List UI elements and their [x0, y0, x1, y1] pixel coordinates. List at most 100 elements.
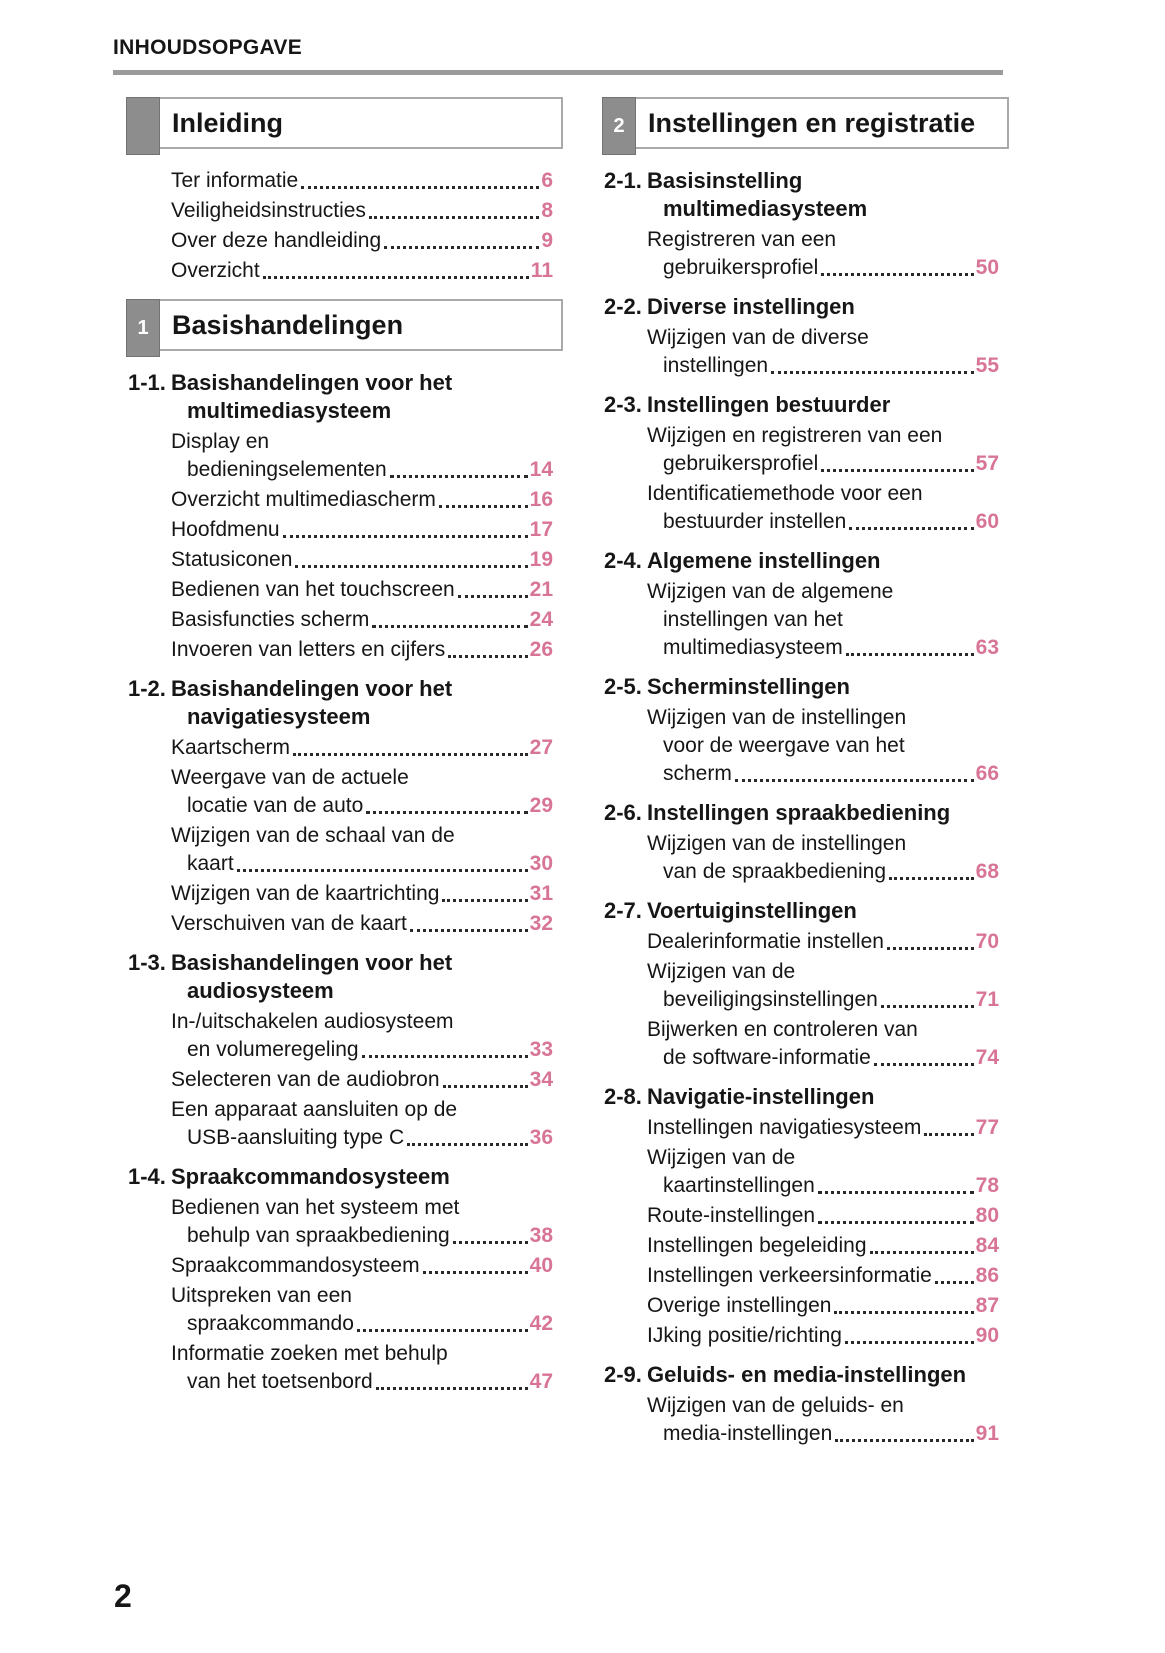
toc-entry-line: Bedienen van het systeem met — [171, 1196, 460, 1219]
toc-section: 2-8. Navigatie-instellingen Instellingen n… — [589, 1083, 1009, 1350]
toc-entry-line: kaart 30 — [171, 850, 553, 878]
toc-entry-line: Wijzigen van de diverse — [647, 326, 869, 349]
toc-entry: Wijzigen van de schaal van de kaart 30 — [113, 822, 563, 878]
toc-entry-page: 6 — [541, 169, 553, 192]
toc-entry-page: 8 — [541, 199, 553, 222]
toc-columns: Inleiding Ter informatie 6 Veiligheidsinstr… — [0, 83, 1165, 1450]
toc-entry-text: Spraakcommandosysteem — [171, 1254, 420, 1277]
dot-leader — [375, 1387, 528, 1390]
section-heading: 2-3. Instellingen bestuurder — [589, 391, 1009, 419]
toc-entry: IJking positie/richting 90 — [589, 1322, 1009, 1350]
toc-entry-line: Wijzigen van de instellingen — [647, 706, 907, 729]
section-heading: 1-3. Basishandelingen voor het audiosystee… — [113, 949, 563, 1005]
toc-entry-line: Bedienen van het touchscreen 21 — [171, 576, 553, 604]
dot-leader — [262, 276, 529, 279]
toc-entry: Instellingen begeleiding 84 — [589, 1232, 1009, 1260]
toc-entry: Hoofdmenu 17 — [113, 516, 563, 544]
toc-entry-page: 31 — [529, 882, 553, 905]
toc-entry-line: Uitspreken van een — [171, 1284, 352, 1307]
toc-entry-text: Basisfuncties scherm — [171, 608, 370, 631]
section-heading: 2-5. Scherminstellingen — [589, 673, 1009, 701]
section-number: 2-9. — [604, 1362, 642, 1387]
toc-entry-line: Invoeren van letters en cijfers 26 — [171, 636, 553, 664]
toc-entry-line: Registreren van een — [647, 228, 837, 251]
dot-leader — [236, 869, 528, 872]
toc-entry-page: 33 — [529, 1038, 553, 1061]
toc-entry-line: Spraakcommandosysteem 40 — [171, 1252, 553, 1280]
toc-entry-line: instellingen 55 — [647, 352, 999, 380]
chapter-heading-box: 2 Instellingen en registratie — [602, 97, 1009, 155]
toc-entry-text: Instellingen begeleiding — [647, 1234, 867, 1257]
toc-entry-page: 50 — [975, 256, 999, 279]
dot-leader — [438, 505, 528, 508]
toc-entry-page: 26 — [529, 638, 553, 661]
chapter-number-tab — [126, 97, 160, 155]
toc-entry-line: Bijwerken en controleren van — [647, 1018, 918, 1041]
dot-leader — [817, 1191, 974, 1194]
toc-entry-text: media-instellingen — [663, 1422, 833, 1445]
toc-entry-line: spraakcommando 42 — [171, 1310, 553, 1338]
toc-entry-text: Selecteren van de audiobron — [171, 1068, 440, 1091]
toc-entry: Een apparaat aansluiten op de USB-aanslui… — [113, 1096, 563, 1152]
section-number: 2-8. — [604, 1084, 642, 1109]
toc-entry-page: 74 — [975, 1046, 999, 1069]
toc-entry: Wijzigen van de instellingen voor de weer… — [589, 704, 1009, 788]
section-heading: 2-8. Navigatie-instellingen — [589, 1083, 1009, 1111]
dot-leader — [368, 216, 540, 219]
toc-entry-line: Instellingen begeleiding 84 — [647, 1232, 999, 1260]
toc-entry-page: 78 — [975, 1174, 999, 1197]
toc-entry: Identificatiemethode voor een bestuurder … — [589, 480, 1009, 536]
dot-leader — [869, 1251, 974, 1254]
section-title: Voertuiginstellingen — [647, 898, 857, 923]
chapter-number-tab: 1 — [126, 299, 160, 357]
toc-entry-text: Statusiconen — [171, 548, 293, 571]
toc-section: 2-2. Diverse instellingen Wijzigen van de … — [589, 293, 1009, 380]
toc-entry-line: Wijzigen van de kaartrichting 31 — [171, 880, 553, 908]
toc-entry-text: locatie van de auto — [187, 794, 364, 817]
toc-entry: Statusiconen 19 — [113, 546, 563, 574]
toc-entry-line: voor de weergave van het — [663, 734, 905, 757]
toc-entry: Wijzigen van de kaartinstellingen 78 — [589, 1144, 1009, 1200]
toc-entry-line: gebruikersprofiel 57 — [647, 450, 999, 478]
toc-entry-line: Wijzigen en registreren van een — [647, 424, 943, 447]
dot-leader — [295, 565, 528, 568]
toc-entry-page: 66 — [975, 762, 999, 785]
dot-leader — [384, 246, 540, 249]
toc-entry: Display en bedieningselementen 14 — [113, 428, 563, 484]
toc-entry-page: 60 — [975, 510, 999, 533]
toc-entry: Wijzigen van de geluids- en media-instell… — [589, 1392, 1009, 1448]
section-heading: 1-4. Spraakcommandosysteem — [113, 1163, 563, 1191]
toc-entry-text: Hoofdmenu — [171, 518, 280, 541]
dot-leader — [934, 1281, 974, 1284]
toc-entry-text: scherm — [663, 762, 732, 785]
toc-entry-page: 38 — [529, 1224, 553, 1247]
section-number: 2-5. — [604, 674, 642, 699]
toc-entry-line: van de spraakbediening 68 — [647, 858, 999, 886]
toc-entry-text: Dealerinformatie instellen — [647, 930, 884, 953]
toc-entry-line: scherm 66 — [647, 760, 999, 788]
toc-entry: Dealerinformatie instellen 70 — [589, 928, 1009, 956]
section-title: Instellingen spraakbediening — [647, 800, 951, 825]
toc-entry-text: Overige instellingen — [647, 1294, 832, 1317]
page-number: 2 — [114, 1578, 132, 1614]
toc-entry-page: 40 — [529, 1254, 553, 1277]
toc-entry-text: van de spraakbediening — [663, 860, 887, 883]
toc-entry-line: multimediasysteem 63 — [647, 634, 999, 662]
chapter-number-tab: 2 — [602, 97, 636, 155]
section-number: 1-2. — [128, 676, 166, 701]
toc-entry-line: Wijzigen van de instellingen — [647, 832, 907, 855]
toc-entry: Bijwerken en controleren van de software-… — [589, 1016, 1009, 1072]
toc-section: 2-9. Geluids- en media-instellingen Wijzig… — [589, 1361, 1009, 1448]
dot-leader — [821, 273, 974, 276]
toc-section: Ter informatie 6 Veiligheidsinstructies 8 Ov… — [113, 167, 563, 285]
dot-leader — [409, 929, 528, 932]
section-title: Basishandelingen voor het — [171, 370, 453, 395]
toc-entry-line: Een apparaat aansluiten op de — [171, 1098, 458, 1121]
toc-entry-page: 30 — [529, 852, 553, 875]
toc-column-right: 2 Instellingen en registratie 2-1. Basisins… — [589, 83, 1009, 1450]
toc-entry-line: Instellingen navigatiesysteem 77 — [647, 1114, 999, 1142]
toc-entry-page: 27 — [529, 736, 553, 759]
dot-leader — [356, 1329, 528, 1332]
section-heading-line: navigatiesysteem — [187, 704, 371, 729]
toc-entry: Instellingen verkeersinformatie 86 — [589, 1262, 1009, 1290]
